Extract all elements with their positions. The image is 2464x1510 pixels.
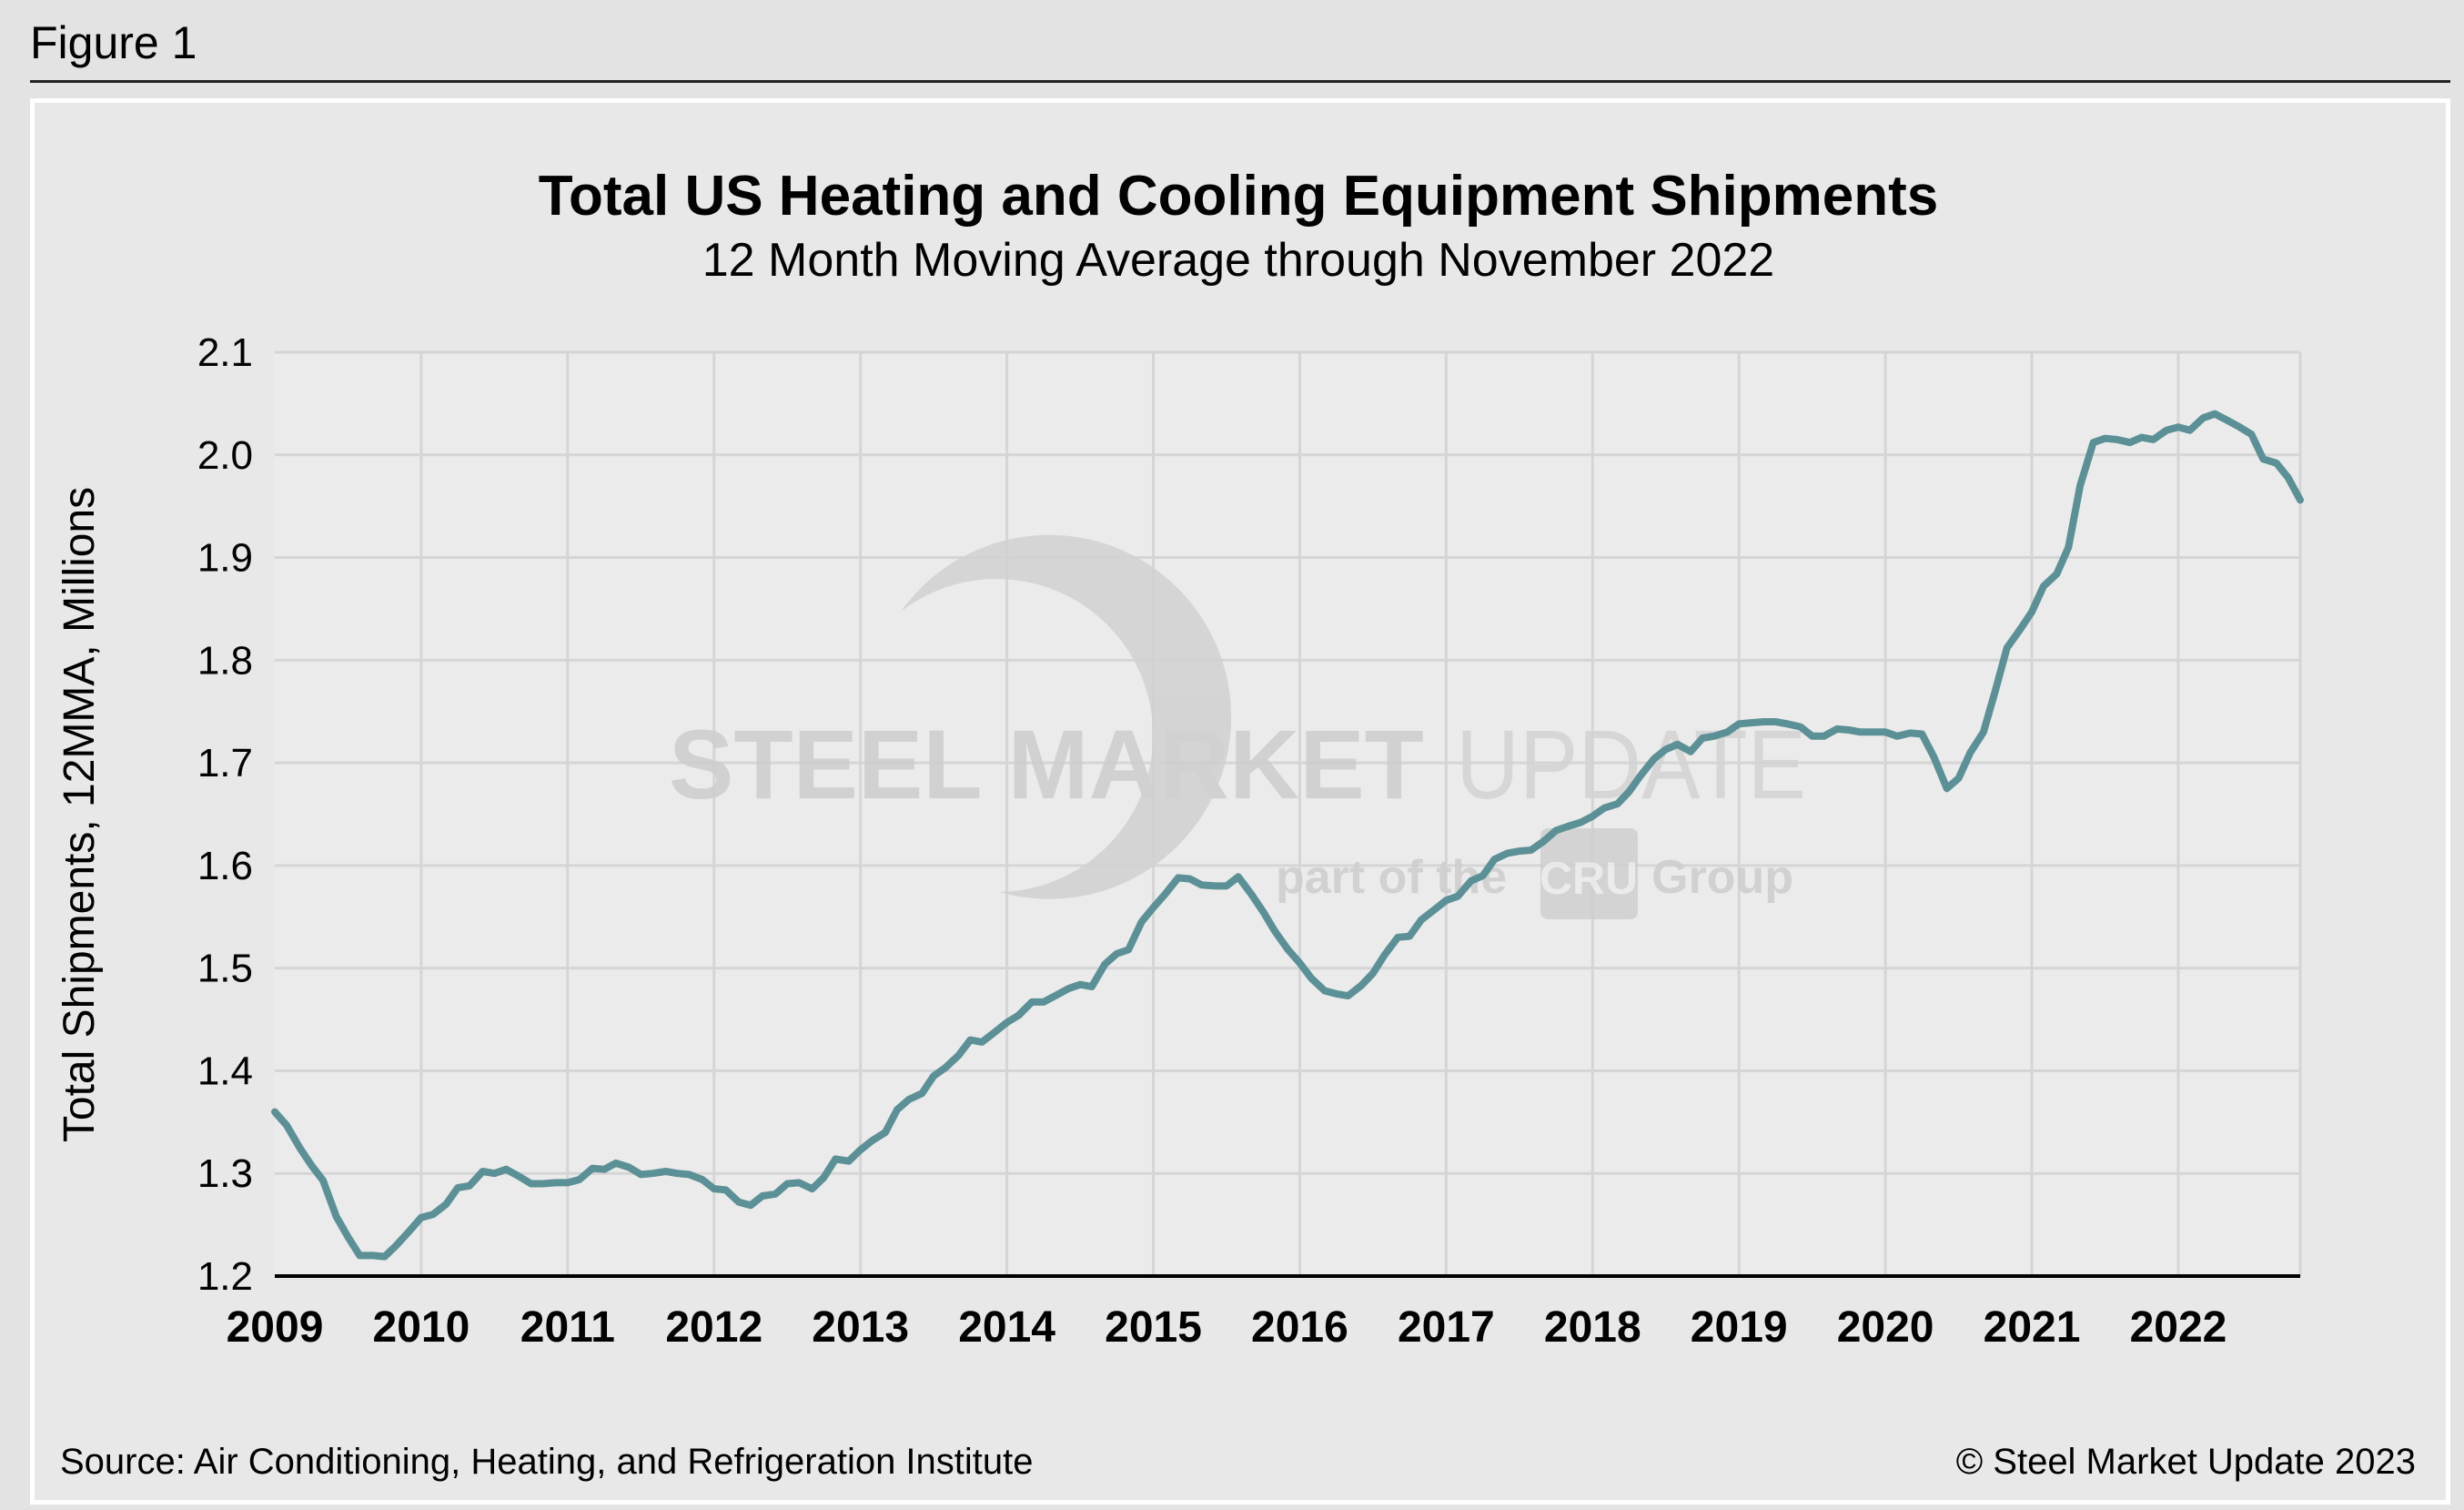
x-tick-label: 2019 bbox=[1691, 1303, 1788, 1352]
y-tick-label: 1.4 bbox=[197, 1049, 253, 1093]
x-tick-label: 2009 bbox=[227, 1303, 324, 1352]
x-tick-label: 2018 bbox=[1544, 1303, 1641, 1352]
x-tick-label: 2014 bbox=[958, 1303, 1055, 1352]
watermark-brand-light: UPDATE bbox=[1456, 709, 1806, 819]
watermark-cru-text: CRU bbox=[1540, 853, 1638, 904]
y-tick-label: 1.7 bbox=[197, 741, 253, 785]
figure-rule bbox=[30, 80, 2450, 83]
copyright-note: © Steel Market Update 2023 bbox=[1955, 1442, 2416, 1482]
y-tick-label: 2.0 bbox=[197, 433, 253, 478]
x-tick-label: 2010 bbox=[373, 1303, 470, 1352]
watermark-swoosh-icon bbox=[901, 534, 1232, 899]
x-tick-label: 2016 bbox=[1251, 1303, 1348, 1352]
y-tick-label: 1.9 bbox=[197, 536, 253, 581]
axes: 1.2 1.3 1.4 1.5 1.6 1.7 1.8 1.9 2.0 2.1 2009 2010 20… bbox=[197, 330, 2300, 1352]
x-tick-label: 2013 bbox=[812, 1303, 909, 1352]
x-tick-label: 2012 bbox=[665, 1303, 762, 1352]
x-tick-label: 2021 bbox=[1984, 1303, 2081, 1352]
y-tick-label: 2.1 bbox=[197, 330, 253, 375]
x-tick-label: 2011 bbox=[520, 1303, 615, 1352]
y-tick-label: 1.5 bbox=[197, 947, 253, 991]
x-tick-label: 2020 bbox=[1837, 1303, 1934, 1352]
y-tick-label: 1.8 bbox=[197, 638, 253, 683]
x-tick-label: 2022 bbox=[2130, 1303, 2227, 1352]
y-tick-label: 1.3 bbox=[197, 1151, 253, 1196]
plot-area bbox=[275, 352, 2300, 1276]
series-line-total-shipments bbox=[271, 410, 2304, 1261]
watermark-cru-badge bbox=[1540, 828, 1638, 919]
chart-subtitle: 12 Month Moving Average through November… bbox=[702, 234, 1774, 287]
watermark-tagline-pre: part of the bbox=[1276, 851, 1507, 904]
watermark-tagline-post: Group bbox=[1651, 851, 1793, 904]
y-axis-label: Total Shipments, 12MMA, Millions bbox=[56, 487, 104, 1142]
y-tick-label: 1.2 bbox=[197, 1254, 253, 1299]
x-tick-label: 2017 bbox=[1398, 1303, 1495, 1352]
source-note: Source: Air Conditioning, Heating, and R… bbox=[60, 1442, 1034, 1482]
x-tick-label: 2015 bbox=[1105, 1303, 1202, 1352]
y-tick-label: 1.6 bbox=[197, 844, 253, 888]
watermark: STEEL MARKET UPDATE part of the CRU Grou… bbox=[669, 534, 1806, 919]
figure-label: Figure 1 bbox=[30, 17, 197, 68]
grid bbox=[275, 350, 2302, 1276]
chart-title: Total US Heating and Cooling Equipment S… bbox=[539, 165, 1939, 228]
watermark-brand-bold: STEEL MARKET bbox=[669, 709, 1424, 819]
